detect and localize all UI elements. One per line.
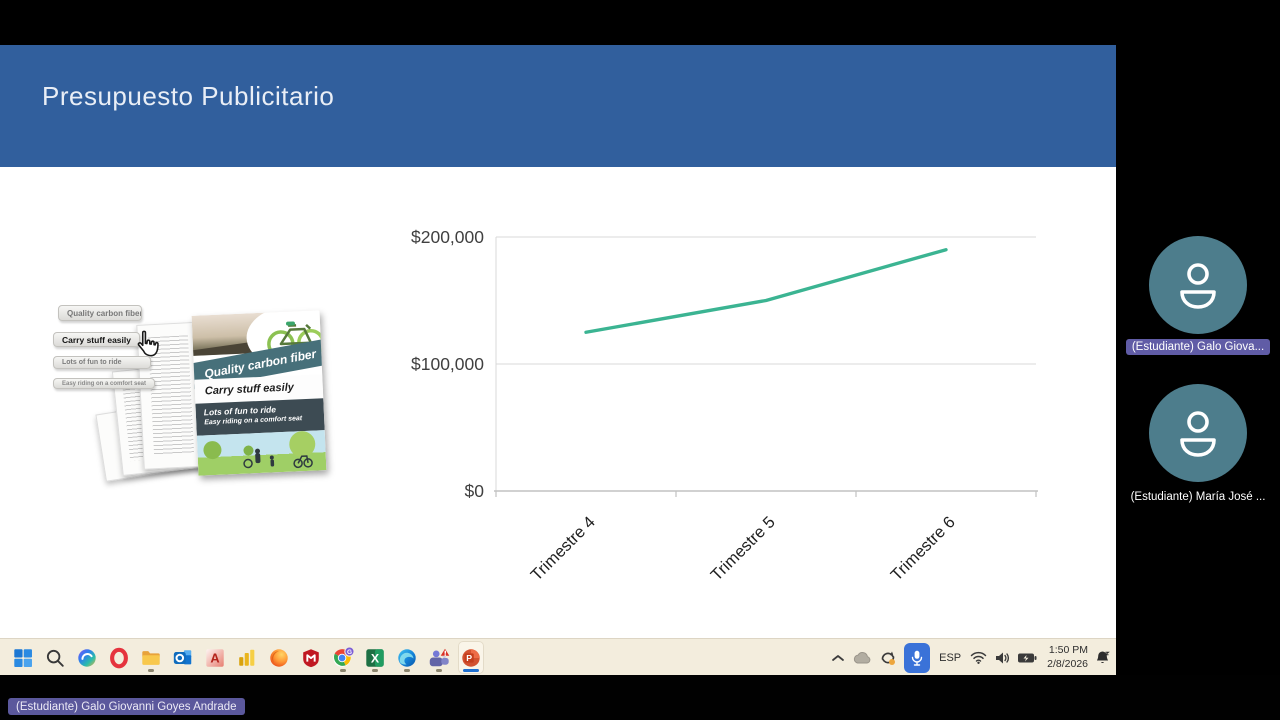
callout-button: Lots of fun to ride xyxy=(53,356,151,369)
edge-icon xyxy=(398,648,416,667)
participant-name-label: (Estudiante) Galo Giova... xyxy=(1125,339,1271,355)
taskbar-app-chrome[interactable]: G xyxy=(330,641,356,674)
excel-icon: X xyxy=(366,648,384,667)
avatar xyxy=(1149,236,1247,334)
notification-bell-icon[interactable] xyxy=(1095,650,1110,665)
screen-share-area: Presupuesto Publicitario xyxy=(0,45,1116,638)
outlook-icon xyxy=(173,649,192,664)
x-axis-category-label: Trimestre 4 xyxy=(528,513,599,584)
svg-text:A: A xyxy=(210,650,219,665)
person-icon xyxy=(1180,263,1216,309)
language-indicator[interactable]: ESP xyxy=(939,651,962,664)
system-tray: ESP 1:50 PM xyxy=(831,639,1110,676)
hand-cursor-icon xyxy=(137,330,159,357)
taskbar-app-outlook[interactable] xyxy=(170,641,196,674)
autocad-icon: A xyxy=(206,648,224,667)
taskbar-app-power-bi[interactable] xyxy=(234,641,260,674)
running-indicator xyxy=(148,669,154,672)
park-figures xyxy=(243,448,313,469)
y-axis-tick-label: $100,000 xyxy=(411,354,484,374)
svg-text:X: X xyxy=(371,651,380,665)
start-icon xyxy=(14,648,32,667)
wifi-icon[interactable] xyxy=(970,651,987,664)
taskbar-app-file-explorer[interactable] xyxy=(138,641,164,674)
slide-title-bar: Presupuesto Publicitario xyxy=(0,45,1116,167)
running-indicator xyxy=(436,669,442,672)
person-icon xyxy=(1180,411,1216,457)
participants-panel: (Estudiante) Galo Giova... (Estudiante) M… xyxy=(1116,0,1280,675)
magazine-cover: Quality carbon fiber Carry stuff easily … xyxy=(191,310,327,476)
budget-line-series xyxy=(584,248,948,334)
tray-date: 2/8/2026 xyxy=(1047,657,1088,670)
running-indicator xyxy=(372,669,378,672)
tray-time: 1:50 PM xyxy=(1048,644,1088,657)
svg-text:G: G xyxy=(347,648,352,655)
running-indicator xyxy=(340,669,346,672)
battery-icon[interactable] xyxy=(1017,652,1037,664)
callout-button: Quality carbon fiber xyxy=(58,305,142,321)
copilot-icon xyxy=(78,648,96,667)
microphone-icon xyxy=(911,650,923,666)
chrome-icon: G xyxy=(333,645,355,667)
firefox-icon xyxy=(270,648,288,667)
windows-taskbar: A G X P ESP xyxy=(0,638,1116,675)
taskbar-app-firefox[interactable] xyxy=(266,641,292,674)
taskbar-app-start[interactable] xyxy=(10,641,36,674)
microphone-button[interactable] xyxy=(904,642,931,673)
bike-brochure-clipart: Quality carbon fiber Carry stuff easily … xyxy=(40,292,350,492)
presenter-name-label: (Estudiante) Galo Giovanni Goyes Andrade xyxy=(8,698,245,715)
power-bi-icon xyxy=(239,649,255,666)
taskbar-app-search[interactable] xyxy=(42,641,68,674)
slide-title: Presupuesto Publicitario xyxy=(42,81,335,111)
x-axis-category-label: Trimestre 6 xyxy=(888,513,959,584)
teams-icon xyxy=(429,646,451,666)
x-axis-category-label: Trimestre 5 xyxy=(708,513,779,584)
onedrive-cloud-icon[interactable] xyxy=(852,651,872,665)
taskbar-app-edge[interactable] xyxy=(394,641,420,674)
taskbar-app-excel[interactable]: X xyxy=(362,641,388,674)
opera-icon xyxy=(110,647,128,668)
participant-name-label: (Estudiante) María José ... xyxy=(1130,491,1266,503)
slide-content: Quality carbon fiber Carry stuff easily … xyxy=(0,167,1116,638)
chevron-up-icon[interactable] xyxy=(831,653,845,663)
magazine-graphic: Quality carbon fiber Carry stuff easily … xyxy=(92,310,347,485)
search-icon xyxy=(46,649,64,667)
volume-icon[interactable] xyxy=(994,651,1010,665)
callout-button: Carry stuff easily xyxy=(53,332,140,347)
callout-button: Easy riding on a comfort seat xyxy=(53,378,155,389)
sync-icon[interactable] xyxy=(879,650,897,666)
cover-park-scene xyxy=(196,430,327,476)
taskbar-app-powerpoint[interactable]: P xyxy=(458,641,484,674)
taskbar-app-teams[interactable] xyxy=(426,641,452,674)
taskbar-app-copilot[interactable] xyxy=(74,641,100,674)
mcafee-icon xyxy=(303,648,319,667)
taskbar-app-opera[interactable] xyxy=(106,641,132,674)
svg-text:P: P xyxy=(466,652,472,662)
taskbar-app-autocad[interactable]: A xyxy=(202,641,228,674)
clock[interactable]: 1:50 PM 2/8/2026 xyxy=(1044,644,1088,670)
participant-tile[interactable]: (Estudiante) Galo Giova... xyxy=(1116,225,1280,365)
file-explorer-icon xyxy=(142,650,160,665)
y-axis-tick-label: $0 xyxy=(465,481,485,501)
running-indicator xyxy=(404,669,410,672)
taskbar-app-mcafee[interactable] xyxy=(298,641,324,674)
running-indicator xyxy=(463,669,479,672)
participant-tile[interactable]: (Estudiante) María José ... xyxy=(1116,373,1280,513)
avatar xyxy=(1149,384,1247,482)
powerpoint-icon: P xyxy=(462,648,480,667)
budget-chart: $0 $100,000 $200,000 Trimestre 4 Trimestre 5… xyxy=(411,227,1038,584)
y-axis-tick-label: $200,000 xyxy=(411,227,484,247)
